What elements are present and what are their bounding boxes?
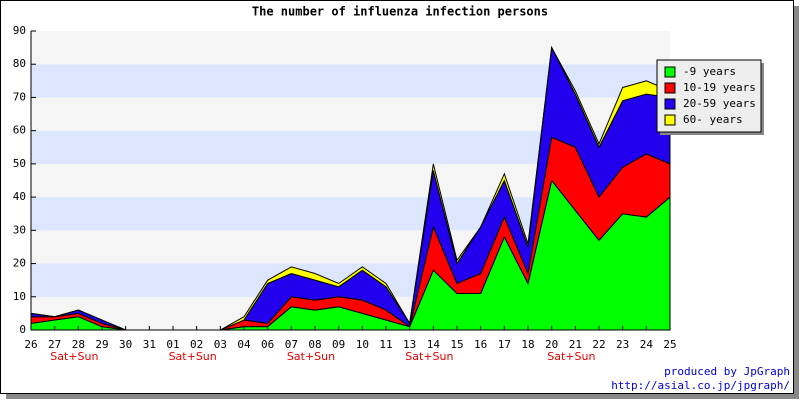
y-tick-label: 40 <box>13 190 26 203</box>
x-tick-label: 04 <box>237 338 251 351</box>
legend-swatch <box>664 66 676 78</box>
x-tick-label: 07 <box>285 338 298 351</box>
legend-label: 20-59 years <box>683 97 756 110</box>
x-tick-label: 15 <box>450 338 463 351</box>
x-sublabel: Sat+Sun <box>405 350 453 363</box>
x-sublabel: Sat+Sun <box>547 350 595 363</box>
legend-label: -9 years <box>683 65 736 78</box>
y-tick-label: 70 <box>13 90 26 103</box>
legend-swatch <box>664 98 676 110</box>
x-tick-label: 26 <box>24 338 37 351</box>
x-sublabel: Sat+Sun <box>169 350 217 363</box>
footer-url: http://asial.co.jp/jpgraph/ <box>611 379 790 392</box>
y-tick-label: 30 <box>13 223 26 236</box>
x-tick-label: 24 <box>640 338 654 351</box>
legend-swatch <box>664 82 676 94</box>
y-tick-label: 60 <box>13 124 26 137</box>
background-band <box>31 31 670 65</box>
y-tick-label: 20 <box>13 257 26 270</box>
y-tick-label: 10 <box>13 290 26 303</box>
footer-text: produced by JpGraph <box>664 365 790 378</box>
x-tick-label: 09 <box>332 338 345 351</box>
x-tick-label: 20 <box>545 338 558 351</box>
x-tick-label: 23 <box>616 338 629 351</box>
x-tick-label: 02 <box>190 338 203 351</box>
y-tick-label: 80 <box>13 57 26 70</box>
x-tick-label: 16 <box>474 338 487 351</box>
y-tick-label: 0 <box>19 323 26 336</box>
x-tick-label: 27 <box>48 338 61 351</box>
x-tick-label: 11 <box>379 338 392 351</box>
y-tick-label: 50 <box>13 157 26 170</box>
x-tick-label: 01 <box>166 338 179 351</box>
legend-swatch <box>664 114 676 126</box>
x-tick-label: 18 <box>521 338 534 351</box>
x-tick-label: 13 <box>403 338 416 351</box>
x-tick-label: 06 <box>261 338 274 351</box>
x-tick-label: 21 <box>569 338 582 351</box>
x-tick-label: 03 <box>214 338 227 351</box>
x-sublabel: Sat+Sun <box>50 350 98 363</box>
legend-label: 10-19 years <box>683 81 756 94</box>
x-tick-label: 08 <box>308 338 321 351</box>
x-tick-label: 25 <box>663 338 676 351</box>
x-tick-label: 14 <box>427 338 441 351</box>
legend-label: 60- years <box>683 113 743 126</box>
chart-title: The number of influenza infection person… <box>252 5 548 19</box>
x-tick-label: 31 <box>143 338 156 351</box>
y-tick-label: 90 <box>13 24 26 37</box>
x-tick-label: 22 <box>592 338 605 351</box>
x-sublabel: Sat+Sun <box>287 350 335 363</box>
x-tick-label: 17 <box>498 338 511 351</box>
x-tick-label: 29 <box>95 338 108 351</box>
x-tick-label: 10 <box>356 338 369 351</box>
x-tick-label: 28 <box>72 338 85 351</box>
x-tick-label: 30 <box>119 338 132 351</box>
